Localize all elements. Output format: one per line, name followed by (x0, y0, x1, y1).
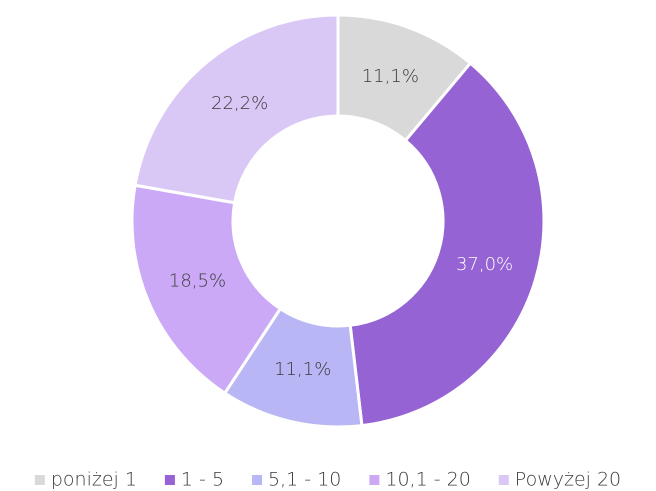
legend-swatch (164, 475, 175, 485)
legend-label: 1 - 5 (181, 469, 224, 491)
legend-label: 10,1 - 20 (385, 469, 470, 491)
donut-slice (348, 61, 546, 428)
legend-label: Powyżej 20 (515, 469, 621, 491)
legend-label: poniżej 1 (51, 469, 137, 491)
legend-label: 5,1 - 10 (268, 469, 341, 491)
slice-label: 18,5% (169, 271, 226, 292)
slice-label: 22,2% (211, 93, 268, 114)
donut-slice (133, 13, 340, 205)
legend-swatch (34, 475, 45, 485)
slice-label: 11,1% (274, 359, 331, 380)
slice-label: 11,1% (362, 66, 419, 87)
donut-slice (130, 183, 283, 396)
legend-swatch (252, 475, 263, 485)
slice-label: 37,0% (456, 254, 513, 275)
legend: poniżej 1 1 - 5 5,1 - 10 10,1 - 20 Powyżej 2… (34, 469, 621, 491)
legend-swatch (498, 475, 509, 485)
legend-swatch (369, 475, 380, 485)
